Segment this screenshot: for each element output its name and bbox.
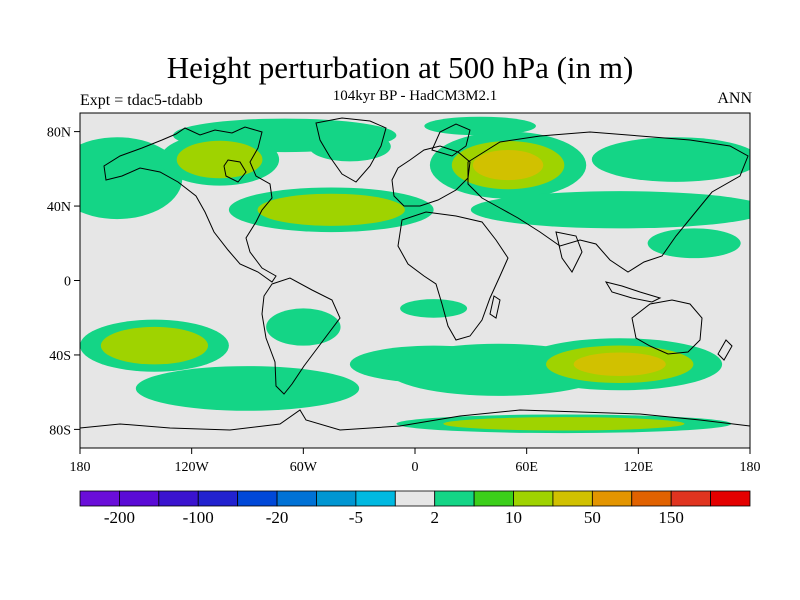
anomaly-w-pacific-high xyxy=(647,228,741,259)
anomaly-s-america-high xyxy=(266,308,341,346)
anomaly-antarctic-high xyxy=(396,414,732,434)
colorbar-swatch-8 xyxy=(394,490,436,507)
colorbar-swatch-12 xyxy=(552,490,593,507)
anomaly-s-indian-high xyxy=(517,338,723,391)
anomaly-greenland-low-contour-0 xyxy=(308,131,391,162)
anomaly-asia-low xyxy=(470,191,750,229)
anomaly-w-pacific-high-contour-0 xyxy=(647,228,741,259)
coastline-australia xyxy=(631,299,703,355)
colorbar-swatch-16 xyxy=(710,490,751,507)
colorbar-label-6: 50 xyxy=(584,508,601,527)
lon-tick-label-5: 120E xyxy=(624,460,654,475)
anomaly-n-atlantic-high xyxy=(228,187,434,233)
anomaly-siberia-low xyxy=(591,137,750,182)
lat-tick-label-0: 0 xyxy=(64,275,71,290)
colorbar: -200 -100 -20 -5 2 10 50 150 xyxy=(79,490,751,527)
anomaly-siberia-low-contour-0 xyxy=(591,137,750,182)
colorbar-swatch-15 xyxy=(670,490,711,507)
latitude-axis: 80N 40N 0 40S 80S xyxy=(47,126,80,438)
lon-tick-label-4: 60E xyxy=(515,460,538,475)
anomaly-s-pacific-high-contour-1 xyxy=(100,326,209,365)
anomaly-s-america-high-contour-0 xyxy=(266,308,341,346)
lat-tick-label-40N: 40N xyxy=(47,200,71,215)
anomaly-n-pacific-low-contour-0 xyxy=(80,137,183,220)
anomaly-n-pacific-low xyxy=(80,137,183,220)
anomaly-field xyxy=(80,116,750,434)
lon-tick-label-0: 180 xyxy=(70,460,91,475)
longitude-axis: 180 120W 60W 0 60E 120E 180 xyxy=(70,448,761,475)
lat-tick-label-80N: 80N xyxy=(47,126,71,141)
coastline-scandinavia xyxy=(431,123,471,157)
colorbar-label-1: -100 xyxy=(183,508,214,527)
coastline-asia xyxy=(467,131,749,273)
anomaly-s-pacific-high xyxy=(80,319,229,372)
coastline-hudson-bay xyxy=(223,159,247,183)
colorbar-swatch-1 xyxy=(119,490,160,507)
anomaly-eurasia-high-contour-2 xyxy=(472,150,544,181)
coastline-south-america xyxy=(261,277,341,395)
anomaly-barents-low xyxy=(424,116,536,136)
lat-tick-label-40S: 40S xyxy=(49,349,71,364)
colorbar-label-5: 10 xyxy=(505,508,522,527)
colorbar-swatch-13 xyxy=(591,490,633,507)
season-label: ANN xyxy=(717,90,752,107)
colorbar-swatch-9 xyxy=(434,490,475,507)
colorbar-label-0: -200 xyxy=(104,508,135,527)
colorbar-label-2: -20 xyxy=(266,508,289,527)
anomaly-greenland-low xyxy=(308,131,391,162)
anomaly-antarctic-high-contour-1 xyxy=(443,417,685,431)
colorbar-swatch-2 xyxy=(158,490,199,507)
map-panel xyxy=(79,112,751,449)
anomaly-canada-high xyxy=(160,133,280,186)
coastline-europe xyxy=(391,145,471,207)
colorbar-swatch-10 xyxy=(473,490,514,507)
coastline-north-america xyxy=(103,126,277,283)
colorbar-label-4: 2 xyxy=(430,508,439,527)
coastline-indonesia xyxy=(604,281,662,303)
lon-tick-label-2: 60W xyxy=(290,460,318,475)
colorbar-label-7: 150 xyxy=(658,508,684,527)
experiment-label: Expt = tdac5-tdabb xyxy=(80,92,203,109)
coastline-madagascar xyxy=(489,295,501,319)
lon-tick-label-1: 120W xyxy=(175,460,210,475)
colorbar-swatch-0 xyxy=(79,490,120,507)
colorbar-swatch-11 xyxy=(513,490,554,507)
lat-tick-label-80S: 80S xyxy=(49,423,71,438)
coastline-greenland xyxy=(315,117,387,183)
anomaly-s-pacific-low xyxy=(135,366,360,411)
lon-tick-label-3: 0 xyxy=(412,460,419,475)
coastline-new-zealand xyxy=(717,339,733,361)
colorbar-label-3: -5 xyxy=(349,508,363,527)
coastline-india xyxy=(555,231,583,273)
anomaly-s-indian-high-contour-2 xyxy=(573,352,666,376)
anomaly-asia-low-contour-0 xyxy=(470,191,750,229)
anomaly-s-pacific-low-contour-0 xyxy=(135,366,360,411)
colorbar-swatch-3 xyxy=(197,490,239,507)
anomaly-tropical-atlantic-high xyxy=(400,299,468,318)
coastline-africa xyxy=(397,211,509,341)
anomaly-tropical-atlantic-high-contour-0 xyxy=(400,299,468,318)
anomaly-canada-high-contour-1 xyxy=(176,140,263,179)
anomaly-eurasia-high xyxy=(429,131,587,199)
anomaly-barents-low-contour-0 xyxy=(424,116,536,136)
plot-subtitle: 104kyr BP - HadCM3M2.1 xyxy=(332,88,498,104)
colorbar-swatch-6 xyxy=(316,490,357,507)
coastlines xyxy=(80,117,750,431)
colorbar-swatch-5 xyxy=(276,490,317,507)
lon-tick-label-6: 180 xyxy=(740,460,761,475)
colorbar-swatch-7 xyxy=(355,490,396,507)
coastline-antarctica xyxy=(80,409,750,431)
anomaly-n-atlantic-high-contour-1 xyxy=(257,193,405,226)
colorbar-swatch-14 xyxy=(631,490,672,507)
colorbar-swatch-4 xyxy=(237,490,278,507)
plot-title: Height perturbation at 500 hPa (in m) xyxy=(166,50,634,85)
